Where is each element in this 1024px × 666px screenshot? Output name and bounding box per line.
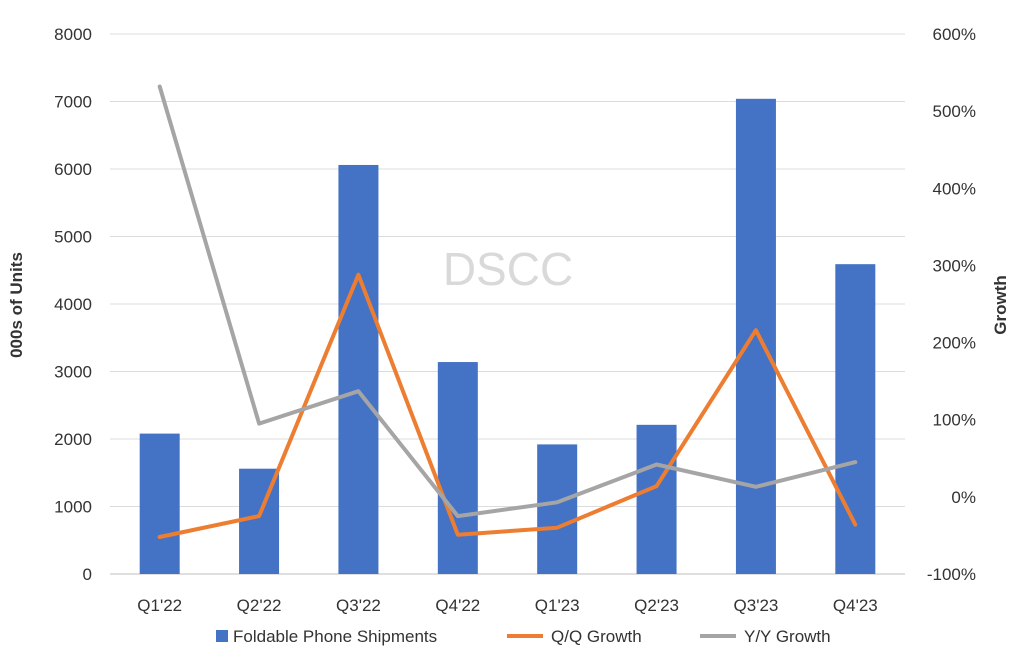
left-tick-label: 1000 [54, 498, 92, 517]
x-tick-label: Q4'22 [435, 596, 480, 615]
right-tick-label: 500% [933, 102, 976, 121]
x-tick-label: Q2'23 [634, 596, 679, 615]
bar [835, 264, 876, 574]
bar [139, 433, 180, 574]
left-tick-label: 2000 [54, 430, 92, 449]
right-tick-label: -100% [927, 565, 976, 584]
right-tick-label: 100% [933, 411, 976, 430]
left-axis-title: 000s of Units [7, 252, 26, 358]
x-tick-label: Q3'22 [336, 596, 381, 615]
left-tick-label: 6000 [54, 160, 92, 179]
left-tick-label: 0 [83, 565, 92, 584]
x-tick-label: Q1'23 [535, 596, 580, 615]
legend-label: Y/Y Growth [744, 627, 831, 646]
left-axis-ticks: 0 1000 2000 3000 4000 5000 6000 7000 8000 [54, 25, 92, 584]
bar [338, 164, 379, 574]
series-line [157, 84, 858, 519]
left-tick-label: 7000 [54, 93, 92, 112]
right-tick-label: 300% [933, 256, 976, 275]
right-tick-label: 600% [933, 25, 976, 44]
bar [537, 444, 578, 574]
x-tick-label: Q4'23 [833, 596, 878, 615]
right-tick-label: 400% [933, 179, 976, 198]
x-axis-ticks: Q1'22 Q2'22 Q3'22 Q4'22 Q1'23 Q2'23 Q3'23 Q4'23 [137, 596, 877, 615]
left-tick-label: 3000 [54, 363, 92, 382]
bar [735, 98, 776, 575]
left-tick-label: 8000 [54, 25, 92, 44]
left-tick-label: 5000 [54, 228, 92, 247]
bar [437, 362, 478, 574]
right-axis-title: Growth [991, 275, 1010, 335]
watermark: DSCC [443, 243, 573, 295]
legend-label: Foldable Phone Shipments [233, 627, 437, 646]
legend: Foldable Phone Shipments Q/Q Growth Y/Y Gr… [216, 627, 831, 646]
gridlines [110, 33, 905, 575]
x-tick-label: Q1'22 [137, 596, 182, 615]
series-line [157, 272, 858, 539]
right-tick-label: 200% [933, 334, 976, 353]
legend-label: Q/Q Growth [551, 627, 642, 646]
bar-series [139, 98, 876, 575]
left-tick-label: 4000 [54, 295, 92, 314]
right-tick-label: 0% [951, 488, 976, 507]
x-tick-label: Q3'23 [734, 596, 779, 615]
legend-swatch-bar [216, 630, 228, 642]
right-axis-ticks: -100% 0% 100% 200% 300% 400% 500% 600% [927, 25, 976, 584]
x-tick-label: Q2'22 [237, 596, 282, 615]
line-series [157, 84, 858, 539]
bar [636, 424, 677, 574]
